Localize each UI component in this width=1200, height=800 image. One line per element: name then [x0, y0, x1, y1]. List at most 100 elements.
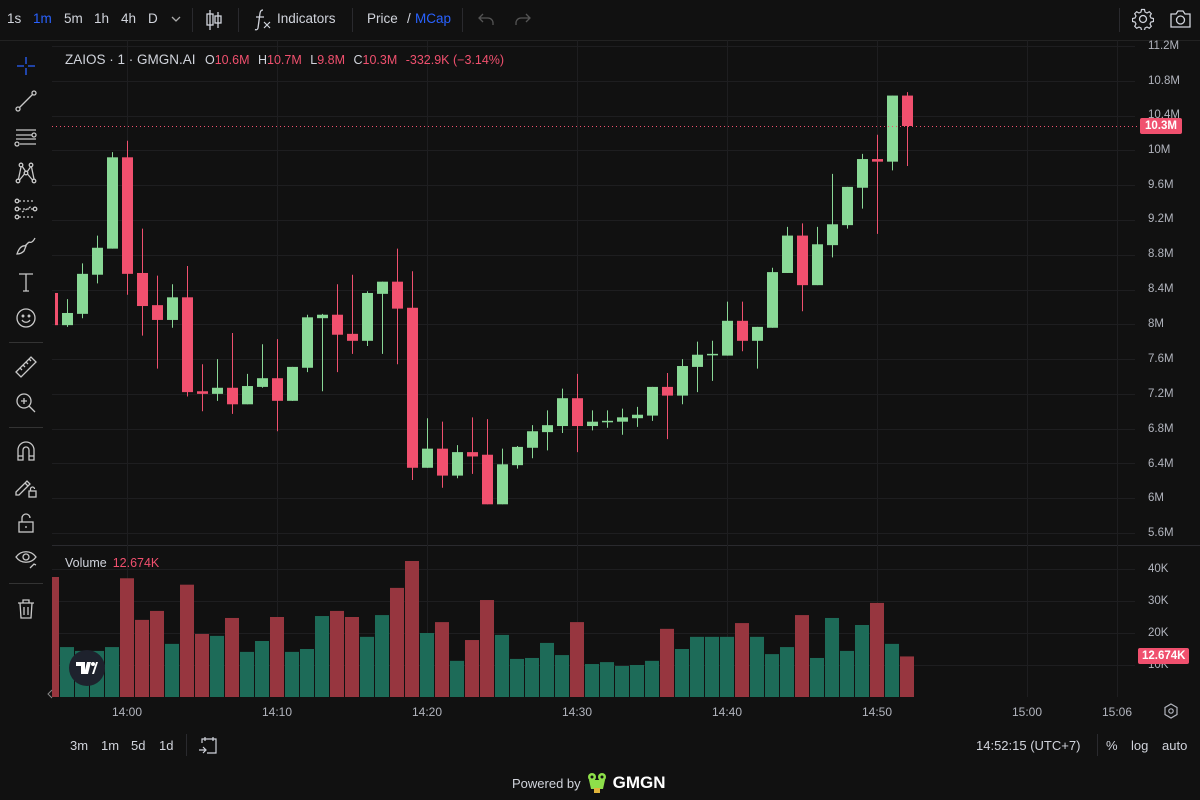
text-icon [19, 273, 33, 292]
price-tick: 9.2M [1148, 213, 1174, 225]
candle-body [242, 386, 253, 405]
volume-bar [795, 615, 809, 697]
settings-gear-icon[interactable] [1132, 8, 1154, 30]
range-1m[interactable]: 1m [101, 738, 120, 753]
fib-tool[interactable] [13, 196, 39, 222]
volume-bar [300, 649, 314, 697]
smiley-icon [16, 308, 36, 328]
interval-1s[interactable]: 1s [7, 11, 22, 26]
range-3m[interactable]: 3m [70, 738, 89, 753]
mcap-toggle[interactable]: MCap [415, 11, 452, 26]
candle-body [182, 297, 193, 393]
eye-icon [15, 551, 37, 569]
axis-settings-icon[interactable] [1163, 703, 1179, 719]
volume-bar [885, 643, 899, 697]
interval-4h[interactable]: 4h [121, 11, 137, 26]
price-toggle[interactable]: Price [367, 11, 398, 26]
redo-icon[interactable] [515, 12, 531, 26]
volume-bar [150, 610, 164, 697]
lock-all-tool[interactable] [13, 510, 39, 536]
horizontal-lines-tool[interactable] [13, 124, 39, 150]
volume-bar [285, 651, 299, 697]
volume-bar [780, 647, 794, 697]
close-label: C [353, 53, 363, 67]
interval-1h[interactable]: 1h [94, 11, 110, 26]
magnet-tool[interactable] [13, 438, 39, 464]
emoji-tool[interactable] [13, 305, 39, 331]
current-price-label: 10.3M [1140, 118, 1182, 134]
candle-body [557, 398, 568, 427]
zoom-in-tool[interactable] [13, 390, 39, 416]
interval-1m[interactable]: 1m [33, 11, 52, 26]
symbol-title[interactable]: ZAIOS · 1 · GMGN.AI [65, 52, 196, 67]
candle-body [722, 320, 733, 356]
volume-tick: 20K [1148, 627, 1169, 639]
time-tick: 14:00 [111, 705, 143, 719]
range-1d[interactable]: 1d [159, 738, 174, 753]
remove-drawings-tool[interactable] [13, 596, 39, 622]
volume-bar [570, 622, 584, 697]
volume-bar [420, 633, 434, 697]
lock-drawings-tool[interactable] [13, 474, 39, 500]
volume-bar [855, 625, 869, 697]
interval-d[interactable]: D [148, 11, 158, 26]
volume-bar [255, 641, 269, 697]
candles-chart-type-icon[interactable] [204, 9, 224, 31]
volume-bar [660, 628, 674, 697]
text-tool[interactable] [13, 269, 39, 295]
chevron-down-icon[interactable] [170, 14, 182, 24]
trend-line-tool[interactable] [13, 88, 39, 114]
candle-body [587, 421, 598, 427]
divider [9, 583, 43, 584]
candle-body [212, 387, 223, 394]
volume-bar [195, 633, 209, 697]
indicators-fx-icon[interactable] [252, 8, 272, 32]
log-toggle[interactable]: log [1131, 738, 1149, 753]
tradingview-logo[interactable] [69, 650, 105, 686]
percent-toggle[interactable]: % [1106, 738, 1118, 753]
candle-body [677, 366, 688, 396]
candle-body [137, 272, 148, 307]
volume-bar [480, 600, 494, 697]
range-5d[interactable]: 5d [131, 738, 146, 753]
undo-icon[interactable] [478, 12, 494, 26]
pattern-tool[interactable] [13, 160, 39, 186]
volume-bar [840, 650, 854, 697]
candle-body [407, 307, 418, 468]
volume-bar [870, 602, 884, 697]
clock-timezone[interactable]: 14:52:15 (UTC+7) [976, 738, 1081, 753]
ohlc-legend: ZAIOS · 1 · GMGN.AI O10.6M H10.7M L9.8M … [65, 52, 504, 67]
volume-bar [720, 636, 734, 697]
volume-bar [600, 662, 614, 697]
brush-tool[interactable] [13, 232, 39, 258]
auto-scale-toggle[interactable]: auto [1162, 738, 1188, 753]
candle-body [62, 312, 73, 326]
candle-body [272, 378, 283, 401]
crosshair-icon [17, 57, 35, 75]
interval-5m[interactable]: 5m [64, 11, 83, 26]
candle-body [602, 420, 613, 423]
price-tick: 7.6M [1148, 353, 1174, 365]
hide-drawings-tool[interactable] [13, 545, 39, 571]
price-tick: 6.8M [1148, 423, 1174, 435]
divider [352, 8, 353, 32]
gmgn-brand: GMGN [612, 773, 666, 792]
volume-label[interactable]: Volume [65, 556, 107, 570]
candle-body [512, 446, 523, 466]
horizontal-lines-icon [14, 129, 37, 147]
go-to-date-icon[interactable] [198, 735, 218, 755]
volume-bar [555, 655, 569, 697]
screenshot-camera-icon[interactable] [1169, 9, 1192, 29]
volume-bar [735, 623, 749, 697]
price-tick: 8.8M [1148, 248, 1174, 260]
indicators-button[interactable]: Indicators [277, 11, 336, 26]
volume-bar [630, 665, 644, 697]
crosshair-tool[interactable] [13, 53, 39, 79]
price-mcap-separator: / [407, 11, 411, 26]
collapse-toolbar-icon[interactable] [47, 689, 53, 699]
divider [192, 8, 193, 32]
divider [1119, 8, 1120, 32]
volume-bar [810, 657, 824, 697]
measure-tool[interactable] [13, 354, 39, 380]
